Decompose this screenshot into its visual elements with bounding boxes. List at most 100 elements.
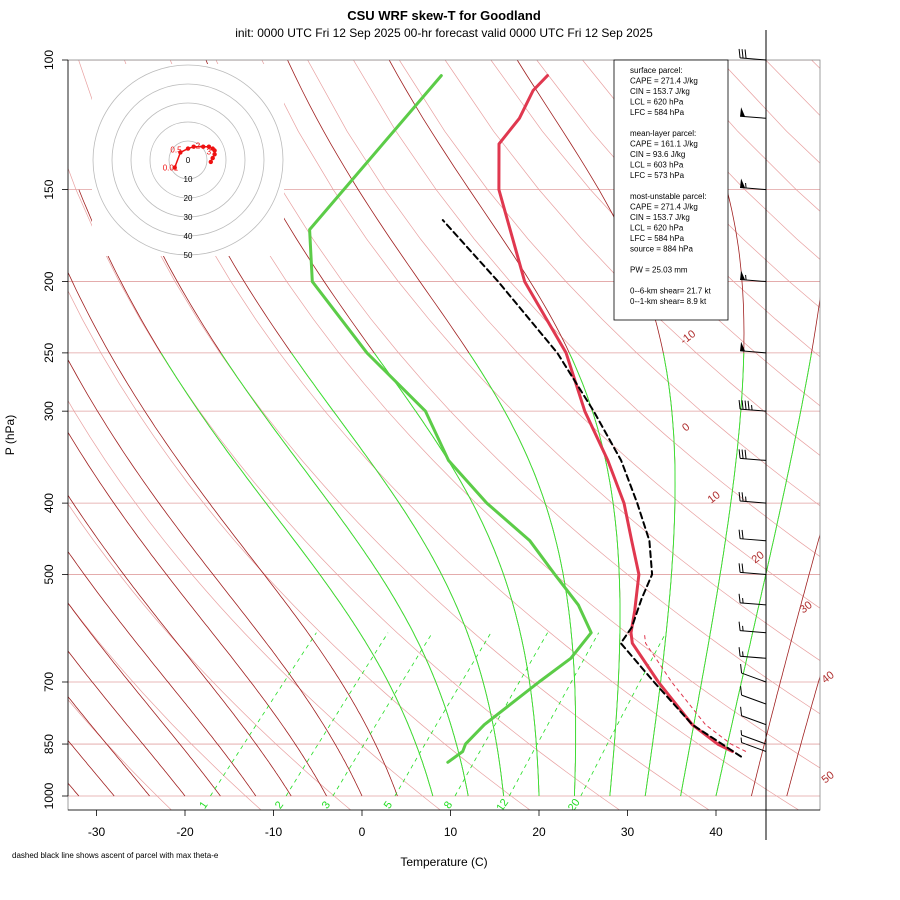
mixing-ratio-line (394, 632, 492, 797)
wind-barb (740, 178, 767, 191)
dry-adiabat (811, 60, 820, 69)
y-tick-label: 200 (42, 271, 56, 291)
hodograph-point (212, 152, 217, 157)
dry-adiabat (68, 602, 262, 810)
x-tick-label: -10 (265, 825, 283, 839)
moist-adiabat (68, 271, 398, 797)
dry-adiabat (444, 60, 820, 456)
dry-adiabat (719, 60, 820, 164)
stats-line: CIN = 153.7 J/kg (630, 87, 690, 96)
hodograph-ring-label: 20 (184, 194, 193, 203)
stats-line: CAPE = 161.1 J/kg (630, 140, 698, 149)
wind-barb-half-flag (740, 737, 743, 743)
moist-adiabat (68, 739, 115, 797)
moist-adiabat (786, 675, 820, 797)
wind-barb-half-flag (742, 625, 744, 631)
stats-line: LFC = 573 hPa (630, 171, 685, 180)
wind-barb (740, 341, 767, 354)
hodograph-ring-label: 40 (184, 232, 193, 241)
wind-barb-flag (741, 563, 744, 573)
wind-barb-staff (741, 734, 767, 745)
mixing-ratio-line (210, 632, 317, 797)
wind-barb-staff (741, 742, 767, 752)
wind-barb-flag (738, 491, 741, 502)
isotherm-label: 20 (750, 549, 767, 566)
hodograph-ring (168, 140, 208, 180)
moist-adiabat (68, 358, 363, 797)
stats-box-frame (613, 59, 729, 321)
hodograph-point (172, 165, 177, 170)
mixing-ratio-label: 20 (566, 797, 583, 814)
y-tick-label: 700 (42, 672, 56, 692)
hodograph-point (201, 144, 206, 149)
wind-barb (740, 664, 767, 683)
wind-barb (740, 730, 767, 745)
stats-line: LFC = 584 hPa (630, 234, 685, 243)
wind-barb-staff (740, 630, 767, 634)
dry-adiabat (261, 60, 820, 661)
wind-barbs (738, 30, 767, 840)
hodograph-ring-label: 50 (184, 251, 193, 260)
x-tick-label: -30 (88, 825, 106, 839)
dry-adiabat (353, 60, 820, 557)
wind-barb-flag (738, 621, 741, 631)
dry-adiabat (765, 60, 820, 117)
wind-barb-half-flag (745, 496, 747, 502)
hodograph-ring-label: 0 (186, 156, 191, 165)
hodograph: 0 10 20 30 40 50 0.5 0.01 23 (92, 64, 284, 260)
hodograph-point-label: 0.01 (163, 164, 179, 173)
moist-adiabat (68, 431, 327, 797)
hodograph-point (212, 148, 217, 153)
x-tick-label: 20 (532, 825, 546, 839)
saturated-adiabat (715, 352, 812, 797)
profile-lines (308, 74, 747, 764)
mixing-ratio-label: 2 (273, 799, 286, 811)
wind-barb-pennant (740, 270, 746, 280)
moist-adiabat (751, 533, 820, 797)
saturated-adiabat (160, 352, 434, 797)
wind-barb-pennant (740, 107, 746, 117)
stats-line: most-unstable parcel: (630, 192, 706, 201)
wind-barb (740, 270, 767, 283)
x-axis-label: Temperature (C) (400, 855, 487, 869)
hodograph-ring (149, 121, 227, 199)
mixing-ratio-label: 5 (382, 799, 395, 811)
saturated-adiabat (373, 352, 540, 796)
wind-barb-staff (740, 655, 767, 659)
wind-barb-staff (740, 457, 767, 461)
wind-barb (740, 107, 767, 119)
wind-barb (740, 706, 767, 726)
hodograph-point (206, 144, 212, 149)
stats-line: LCL = 603 hPa (630, 161, 684, 170)
wind-barb-flag (747, 400, 750, 410)
wind-barb-flag (744, 400, 747, 410)
wind-barb (738, 593, 767, 606)
dry-adiabat (490, 60, 820, 407)
hodograph-point-label: 2 (196, 142, 201, 151)
hodograph-ring (92, 64, 284, 256)
wind-barb (738, 563, 767, 575)
stats-line: LCL = 620 hPa (630, 98, 684, 107)
isotherm-label: 10 (706, 489, 723, 506)
hodograph-point (208, 159, 213, 165)
moist-adiabat (68, 550, 257, 797)
wind-barb-staff (740, 602, 767, 606)
dry-adiabat (68, 503, 352, 810)
mixing-ratio-line (508, 632, 600, 797)
wind-barb-flag (738, 449, 741, 459)
wind-barb-half-flag (742, 651, 744, 657)
wind-barb-flag (744, 49, 747, 59)
wind-barb-flag (741, 400, 744, 410)
x-tick-label: -20 (176, 825, 194, 839)
wind-barb (738, 647, 767, 659)
mixing-ratio-lines: 1 2 3 5 8 12 20 (160, 352, 812, 814)
parcel-line (441, 219, 742, 758)
wind-barb-staff (740, 500, 767, 504)
moist-adiabat (68, 650, 186, 797)
moist-adiabat (68, 696, 150, 797)
wind-barb-half-flag (745, 274, 747, 281)
hodograph-ring-label: 30 (184, 213, 193, 222)
wind-barb-staff (740, 571, 767, 575)
mixing-ratio-line (454, 632, 548, 797)
wind-barb-staff (741, 672, 767, 683)
